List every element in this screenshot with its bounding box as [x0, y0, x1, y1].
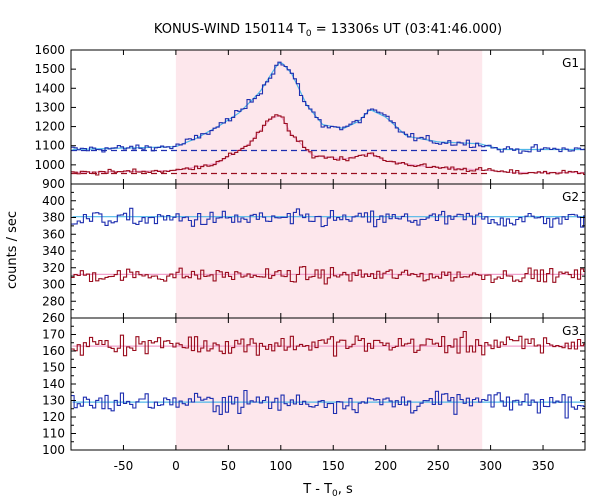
- x-tick-label: -50: [114, 459, 134, 473]
- x-tick-label: 250: [427, 459, 450, 473]
- chart-title: KONUS-WIND 150114 T0 = 13306s UT (03:41:…: [154, 22, 502, 39]
- y-tick-label: 1600: [34, 43, 65, 57]
- x-tick-label: 0: [172, 459, 180, 473]
- y-tick-label: 280: [42, 294, 65, 308]
- y-tick-label: 400: [42, 194, 65, 208]
- y-tick-label: 130: [42, 394, 65, 408]
- x-tick-label: 200: [374, 459, 397, 473]
- y-tick-label: 120: [42, 410, 65, 424]
- panel-label: G2: [562, 190, 579, 204]
- highlight-interval: [175, 50, 483, 450]
- y-tick-label: 340: [42, 244, 65, 258]
- x-tick-label: 300: [479, 459, 502, 473]
- y-tick-label: 150: [42, 361, 65, 375]
- count-rate-trace: [71, 330, 585, 357]
- x-axis-label: T - T0, s: [302, 482, 353, 499]
- count-rate-trace: [71, 207, 585, 228]
- x-tick-label: 350: [532, 459, 555, 473]
- y-tick-label: 900: [42, 177, 65, 191]
- count-rate-trace: [71, 61, 585, 154]
- y-tick-label: 380: [42, 211, 65, 225]
- y-tick-label: 1300: [34, 100, 65, 114]
- y-tick-label: 1100: [34, 139, 65, 153]
- y-tick-label: 1500: [34, 62, 65, 76]
- x-tick-label: 100: [269, 459, 292, 473]
- x-tick-label: 50: [221, 459, 236, 473]
- x-tick-label: 150: [322, 459, 345, 473]
- y-tick-label: 140: [42, 377, 65, 391]
- y-tick-label: 1400: [34, 81, 65, 95]
- count-rate-trace: [71, 266, 585, 285]
- y-axis-label: counts / sec: [5, 211, 20, 289]
- y-tick-label: 260: [42, 311, 65, 325]
- panel-G2-traces: [71, 207, 585, 285]
- y-tick-label: 300: [42, 278, 65, 292]
- count-rate-trace: [71, 114, 585, 176]
- panel-label: G1: [562, 56, 579, 70]
- y-tick-label: 100: [42, 443, 65, 457]
- y-tick-label: 160: [42, 344, 65, 358]
- count-rate-trace: [71, 389, 585, 419]
- y-tick-label: 170: [42, 328, 65, 342]
- y-tick-label: 1200: [34, 120, 65, 134]
- y-tick-label: 110: [42, 427, 65, 441]
- y-tick-label: 1000: [34, 158, 65, 172]
- panel-G3-traces: [71, 330, 585, 419]
- y-tick-label: 320: [42, 261, 65, 275]
- y-tick-label: 360: [42, 227, 65, 241]
- panel-label: G3: [562, 324, 579, 338]
- panel-G1-traces: [71, 61, 585, 176]
